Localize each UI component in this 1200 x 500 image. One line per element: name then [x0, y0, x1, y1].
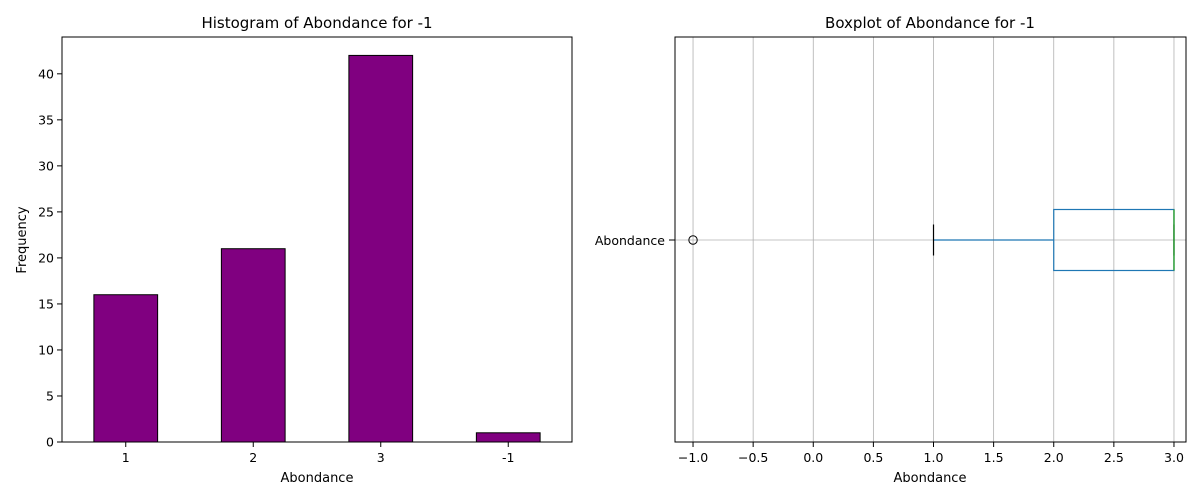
boxplot-x-tick-label: −1.0: [678, 450, 708, 465]
boxplot-plot-frame: [674, 36, 1187, 443]
histogram-y-ticks: 0 5 10 15 20 25 30 35 40: [38, 66, 62, 450]
histogram-x-tick-label: 2: [249, 450, 257, 465]
boxplot-title: Boxplot of Abondance for -1: [825, 14, 1035, 32]
histogram-bar-3: [348, 54, 414, 443]
boxplot-x-tick-label: −0.5: [738, 450, 768, 465]
boxplot-x-axis-label: Abondance: [894, 471, 967, 486]
histogram-bar-2: [220, 248, 286, 443]
histogram-y-axis-label: Frequency: [15, 206, 30, 273]
boxplot-x-ticks: −1.0 −0.5 0.0 0.5 1.0 1.5 2.0 2.5 3.0: [678, 442, 1184, 465]
histogram-y-tick-label: 0: [46, 435, 54, 450]
histogram-title: Histogram of Abondance for -1: [201, 14, 432, 32]
histogram-x-tick-label: 1: [122, 450, 130, 465]
boxplot-x-tick-label: 2.5: [1104, 450, 1124, 465]
histogram-y-tick-label: 5: [46, 388, 54, 403]
histogram-y-tick-label: 15: [38, 296, 54, 311]
histogram-x-axis-label: Abondance: [281, 471, 354, 486]
histogram-x-ticks: 1 2 3 -1: [122, 442, 514, 465]
boxplot-x-tick-label: 2.0: [1044, 450, 1064, 465]
boxplot-x-tick-label: 0.0: [803, 450, 823, 465]
histogram-bar-1: [93, 294, 159, 443]
boxplot-outlier-point: [688, 235, 698, 245]
histogram-x-tick-label: -1: [502, 450, 514, 465]
histogram-y-tick-label: 40: [38, 66, 54, 81]
histogram-x-tick-label: 3: [377, 450, 385, 465]
boxplot-x-tick-label: 1.0: [924, 450, 944, 465]
boxplot-grid: [675, 37, 1186, 442]
histogram-bar--1: [475, 432, 541, 443]
histogram-y-tick-label: 20: [38, 250, 54, 265]
boxplot-x-tick-label: 0.5: [863, 450, 883, 465]
boxplot-x-tick-label: 1.5: [984, 450, 1004, 465]
histogram-y-tick-label: 30: [38, 158, 54, 173]
histogram-y-tick-label: 35: [38, 112, 54, 127]
boxplot-marks: [688, 208, 1175, 272]
histogram-bars: [93, 54, 541, 443]
boxplot-chart: Boxplot of Abondance for -1 −1.0 −0.5 0.0 0…: [595, 14, 1187, 486]
boxplot-x-tick-label: 3.0: [1164, 450, 1184, 465]
histogram-plot-frame: [61, 36, 573, 443]
histogram-y-tick-label: 25: [38, 204, 54, 219]
histogram-y-tick-label: 10: [38, 342, 54, 357]
boxplot-y-tick-label: Abondance: [595, 233, 665, 248]
histogram-chart: Histogram of Abondance for -1 1 2 3 -1 0 5 10…: [15, 14, 573, 486]
